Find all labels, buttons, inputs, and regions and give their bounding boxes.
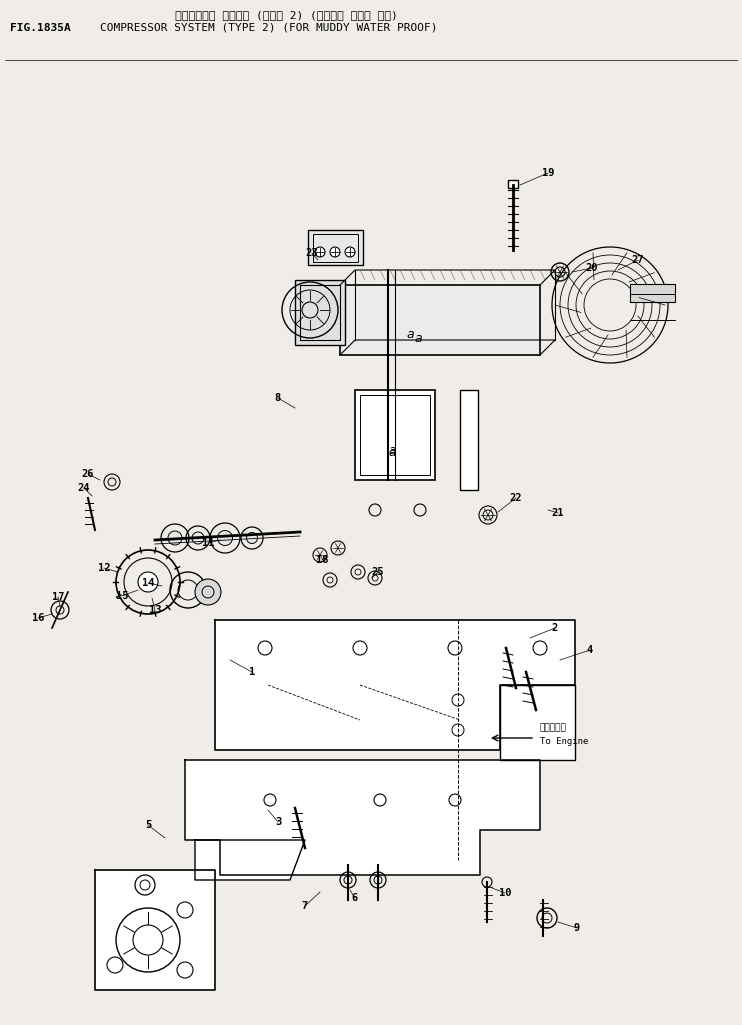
Text: 23: 23: [306, 248, 318, 258]
Circle shape: [192, 532, 204, 544]
Text: 20: 20: [585, 263, 598, 273]
Bar: [308, 230, 363, 265]
Circle shape: [330, 247, 340, 257]
Text: 12: 12: [98, 563, 111, 573]
Text: a: a: [406, 328, 414, 341]
Text: 17: 17: [52, 592, 65, 602]
Text: 2: 2: [552, 623, 558, 633]
Text: 1: 1: [249, 667, 255, 676]
Text: 8: 8: [275, 393, 281, 403]
Circle shape: [315, 247, 325, 257]
Text: 26: 26: [82, 469, 94, 479]
Text: 4: 4: [587, 645, 593, 655]
Text: 7: 7: [302, 901, 308, 911]
Circle shape: [168, 531, 182, 545]
Text: 5: 5: [145, 820, 151, 830]
Text: 3: 3: [275, 817, 281, 827]
Text: 25: 25: [372, 567, 384, 577]
Circle shape: [246, 533, 257, 543]
Polygon shape: [215, 620, 575, 750]
Circle shape: [345, 247, 355, 257]
Circle shape: [195, 579, 221, 605]
Text: 24: 24: [78, 483, 91, 493]
Circle shape: [138, 572, 158, 592]
Text: コンプレッサ システム (タイプ 2) (ドロミズ ボウシ ヨウ): コンプレッサ システム (タイプ 2) (ドロミズ ボウシ ヨウ): [175, 10, 398, 20]
Text: 21: 21: [552, 508, 564, 518]
Text: 19: 19: [542, 168, 554, 178]
Text: To Engine: To Engine: [540, 738, 588, 746]
Bar: [340, 285, 540, 355]
Text: 9: 9: [574, 922, 580, 933]
Text: 13: 13: [148, 605, 161, 615]
Bar: [360, 395, 430, 475]
Text: COMPRESSOR SYSTEM (TYPE 2) (FOR MUDDY WATER PROOF): COMPRESSOR SYSTEM (TYPE 2) (FOR MUDDY WA…: [100, 23, 438, 33]
Text: 27: 27: [631, 255, 644, 265]
Text: 6: 6: [352, 893, 358, 903]
Polygon shape: [195, 840, 305, 880]
Text: 11: 11: [202, 538, 214, 548]
Bar: [630, 284, 675, 302]
Text: a: a: [388, 444, 395, 456]
Text: エンジンへ: エンジンへ: [540, 724, 567, 733]
Bar: [313, 234, 358, 262]
Text: 18: 18: [316, 555, 328, 565]
Circle shape: [217, 531, 232, 545]
Bar: [295, 280, 345, 345]
Text: 14: 14: [142, 578, 154, 588]
Text: a: a: [388, 446, 395, 458]
Polygon shape: [185, 760, 540, 875]
Bar: [460, 390, 478, 490]
Text: FIG.1835A: FIG.1835A: [10, 23, 70, 33]
Bar: [300, 285, 340, 340]
Text: 15: 15: [116, 591, 128, 601]
Text: 16: 16: [32, 613, 45, 623]
Text: 22: 22: [510, 493, 522, 503]
Text: a: a: [414, 331, 421, 344]
Polygon shape: [95, 870, 215, 990]
Bar: [355, 390, 435, 480]
Bar: [508, 180, 518, 188]
Polygon shape: [500, 685, 575, 760]
Text: 10: 10: [499, 888, 511, 898]
